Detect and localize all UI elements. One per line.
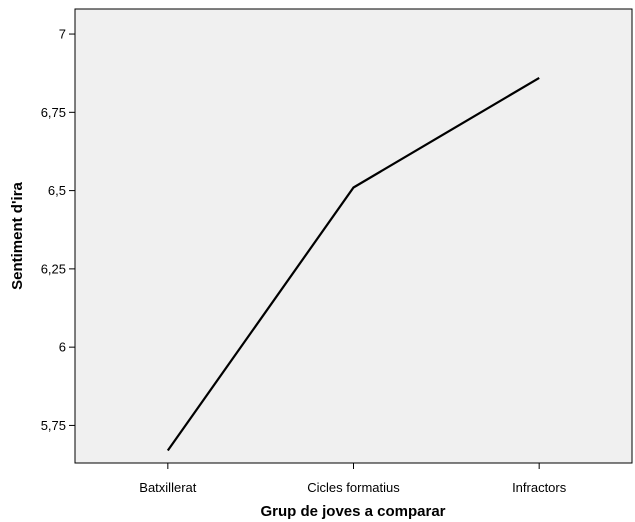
x-tick-label: Batxillerat <box>139 480 196 495</box>
series-line <box>166 76 540 452</box>
y-tick-label: 6,5 <box>48 183 66 198</box>
plot-area <box>74 8 633 464</box>
y-axis: 5,75 6 6,25 6,5 6,75 7 <box>41 27 75 433</box>
x-tick-label: Infractors <box>512 480 567 495</box>
y-tick-label: 7 <box>59 27 66 42</box>
x-axis-title: Grup de joves a comparar <box>260 503 445 520</box>
x-axis: Batxillerat Cicles formatius Infractors <box>139 463 567 495</box>
series-group <box>166 76 540 452</box>
y-tick-label: 6 <box>59 340 66 355</box>
y-tick-label: 5,75 <box>41 418 66 433</box>
x-tick-label: Cicles formatius <box>307 480 400 495</box>
y-tick-label: 6,25 <box>41 261 66 276</box>
y-tick-label: 6,75 <box>41 105 66 120</box>
y-axis-title: Sentiment d'ira <box>9 181 26 289</box>
